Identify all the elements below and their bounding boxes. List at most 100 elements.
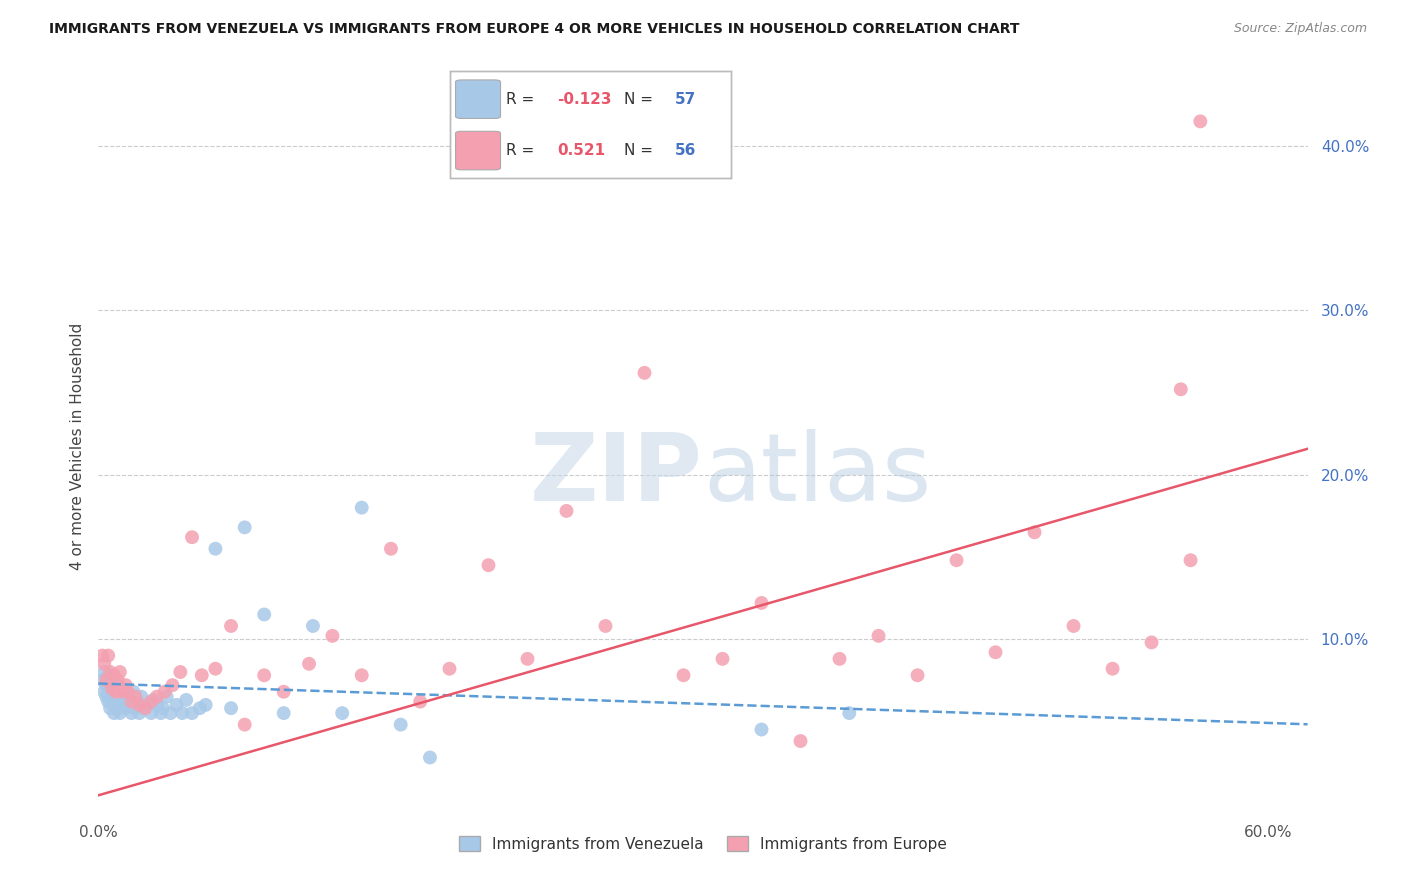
Point [984,645,1007,659]
Point [96,690,118,704]
Point [169,665,191,679]
Point [121,695,143,709]
Point [97,668,120,682]
Point [97,648,120,663]
Point [104,684,127,698]
Point [156,690,179,704]
Point [204,541,226,556]
Point [439,662,461,676]
Point [633,366,655,380]
Point [124,690,146,704]
Point [104,698,127,712]
Point [108,706,131,720]
Point [128,698,150,712]
Point [302,619,325,633]
Point [350,500,373,515]
Point [1101,662,1123,676]
Point [136,698,159,712]
Point [112,695,135,709]
Point [1140,635,1163,649]
Point [191,668,214,682]
Point [253,607,276,622]
Legend: Immigrants from Venezuela, Immigrants from Europe: Immigrants from Venezuela, Immigrants fr… [458,836,948,852]
Point [124,701,146,715]
Point [146,698,169,712]
Point [181,706,204,720]
Point [111,684,134,698]
Point [118,698,141,712]
Point [838,706,860,720]
Y-axis label: 4 or more Vehicles in Household: 4 or more Vehicles in Household [69,322,84,570]
Point [419,750,441,764]
Point [98,701,121,715]
Point [107,673,129,688]
Point [127,695,149,709]
Point [1170,382,1192,396]
Point [114,701,136,715]
Point [907,668,929,682]
Text: 0.521: 0.521 [557,143,605,158]
Point [711,652,734,666]
Point [108,690,131,704]
Point [789,734,811,748]
Point [181,530,204,544]
Text: N =: N = [624,143,658,158]
Point [93,665,115,679]
Text: atlas: atlas [703,429,931,521]
Point [204,662,226,676]
Text: 57: 57 [675,92,696,107]
Point [142,693,165,707]
Point [233,520,256,534]
Point [114,678,136,692]
FancyBboxPatch shape [456,131,501,169]
Point [350,668,373,682]
Point [139,695,162,709]
Point [298,657,321,671]
Point [93,684,115,698]
Point [595,619,617,633]
Point [1063,619,1085,633]
Point [91,648,114,663]
Point [128,706,150,720]
Point [139,706,162,720]
Point [219,619,242,633]
Point [107,678,129,692]
Point [389,717,412,731]
Point [219,701,242,715]
Point [96,673,118,688]
Point [330,706,353,720]
Point [117,684,139,698]
Text: Source: ZipAtlas.com: Source: ZipAtlas.com [1233,22,1367,36]
Point [101,681,124,696]
Point [98,681,121,696]
Point [152,701,174,715]
Point [134,701,156,715]
Point [103,668,125,682]
Point [165,698,187,712]
Text: R =: R = [506,143,540,158]
Point [107,701,129,715]
Text: R =: R = [506,92,540,107]
Point [104,690,127,704]
Point [122,684,145,698]
Text: IMMIGRANTS FROM VENEZUELA VS IMMIGRANTS FROM EUROPE 4 OR MORE VEHICLES IN HOUSEH: IMMIGRANTS FROM VENEZUELA VS IMMIGRANTS … [49,22,1019,37]
Point [1024,525,1046,540]
Point [103,706,125,720]
Text: 56: 56 [675,143,696,158]
Point [96,678,118,692]
Point [321,629,343,643]
Point [101,673,124,688]
Point [233,717,256,731]
Point [117,690,139,704]
Point [409,695,432,709]
Point [93,657,115,671]
Point [98,665,121,679]
Text: -0.123: -0.123 [557,92,612,107]
Point [131,690,153,704]
Text: N =: N = [624,92,658,107]
Point [380,541,402,556]
Point [111,681,134,696]
Point [153,684,176,698]
Point [751,596,773,610]
Point [159,706,181,720]
